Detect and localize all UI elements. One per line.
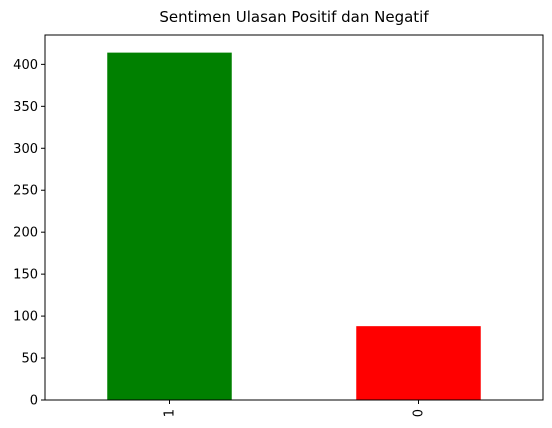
bar-0: [356, 326, 481, 400]
y-tick-label: 350: [13, 100, 38, 115]
y-tick-label: 200: [13, 226, 38, 241]
x-tick-label: 1: [163, 409, 178, 417]
bar-1: [107, 52, 232, 400]
y-tick-label: 150: [13, 268, 38, 283]
plot-frame: [44, 34, 544, 401]
x-tick-label: 0: [412, 409, 427, 417]
y-tick-label: 0: [30, 394, 38, 409]
chart-title: Sentimen Ulasan Positif dan Negatif: [159, 8, 429, 26]
y-tick-label: 300: [13, 142, 38, 157]
y-tick-label: 250: [13, 184, 38, 199]
y-tick-label: 400: [13, 58, 38, 73]
bars: [107, 52, 481, 400]
y-axis: 0 50 100 150 200 250 300 350 400: [13, 58, 45, 409]
y-tick-label: 100: [13, 310, 38, 325]
y-tick-label: 50: [21, 352, 38, 367]
